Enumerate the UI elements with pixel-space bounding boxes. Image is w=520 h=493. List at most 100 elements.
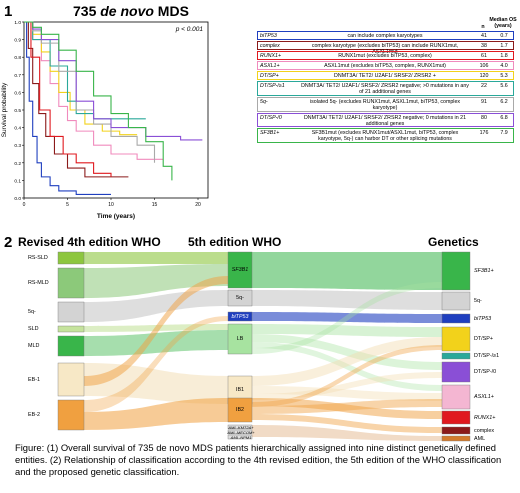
col-os-header: Median OS (years) [489,17,517,29]
p-value: p < 0.001 [175,26,204,33]
row-n: 22 [481,83,487,89]
y-tick-label: 0.9 [14,38,21,44]
km-curve [24,21,146,120]
table-row: DT/SP-/0 DNMT3A/ TET2/ U2AF1/ SRSF2/ ZRSR… [257,113,514,127]
row-description: DNMT3A/ TET2/ U2AF1/ SRSF2/ ZRSR2 negati… [301,83,469,95]
right-node [441,313,471,324]
y-axis-label: Survival probability [1,82,8,137]
y-tick-label: 0.6 [14,90,21,96]
y-tick-label: 0.4 [14,126,21,132]
panel-1-title: 735 de novo MDS [73,3,189,19]
right-node-label: SF3B1+ [474,268,494,274]
sankey-flow [252,324,442,337]
x-ticks: 0 5 10 15 20 [23,198,201,208]
y-tick-label: 1.0 [14,20,21,26]
row-description: ASXL1mut (excludes biTP53, complex, RUNX… [324,63,446,69]
row-median-os: 1.8 [500,53,508,59]
sankey-flow [84,316,228,412]
mid-node-label: SF3B1 [231,267,249,273]
sankey-nodes [57,251,471,442]
km-curve [24,21,111,196]
mid-node-label: biTP53 [231,313,249,320]
title-end: MDS [153,3,189,19]
entity-table: n Median OS (years) biTP53 can include co… [257,17,517,167]
left-node [57,335,85,357]
km-curve [24,21,112,177]
table-row: 5q-isolated 5q- (excludes RUNX1mut, ASXL… [257,97,514,112]
row-description: can include complex karyotypes [347,33,423,39]
col-n-header: n [481,24,485,30]
y-tick-label: 0.7 [14,73,21,79]
row-median-os: 4.0 [500,63,508,69]
y-ticks: 1.0 0.9 0.8 0.7 0.6 0.5 0.4 0.3 0.2 0.1 0.0 [14,20,24,202]
row-median-os: 5.6 [500,83,508,89]
mid-node [227,397,253,423]
survival-chart: 1.0 0.9 0.8 0.7 0.6 0.5 0.4 0.3 0.2 0.1 0.0 0 5 10 15… [1,20,209,220]
row-label: biTP53 [260,33,277,39]
table-row: complex complex karyotype (excludes biTP5… [257,41,514,55]
y-tick-label: 0.0 [14,196,21,202]
right-node-label: 5q- [474,298,482,304]
plot-frame [23,21,209,199]
mid-node-label: IB2 [235,407,245,413]
row-description: DNMT3A/ TET2/ U2AF1/ SRSF2/ ZRSR2 negati… [303,115,467,127]
x-tick-label: 0 [23,202,26,208]
sankey-flow [252,334,442,370]
sankey-flow [252,337,442,386]
y-tick-label: 0.3 [14,143,21,149]
col2-title: 5th edition WHO [188,235,282,249]
km-curve [24,21,138,136]
left-node [57,399,85,431]
row-median-os: 0.7 [500,33,508,39]
mid-node [227,323,253,355]
row-median-os: 6.2 [500,99,508,105]
row-n: 38 [481,43,487,49]
left-node-label: SLD [28,326,39,332]
mid-node [227,311,253,322]
right-node-label: RUNX1+ [474,414,496,421]
left-node [57,301,85,323]
left-node [57,267,85,299]
sankey-flow [252,414,442,433]
y-tick-label: 0.2 [14,161,21,167]
row-label: DT/SP-/0 [260,115,282,121]
sankey-flow [252,372,442,400]
left-node [57,325,85,333]
table-row: ASXL1+ ASXL1mut (excludes biTP53, complex… [257,61,514,70]
mid-node-label: LB [236,336,244,342]
row-n: 176 [479,130,489,136]
col1-title: Revised 4th edition WHO [18,235,161,249]
table-row: RUNX1+ RUNX1mut (excludes biTP53, complex… [257,51,514,60]
row-label: ASXL1+ [260,63,280,69]
row-n: 106 [479,63,489,69]
row-label: SF3B1+ [260,130,280,136]
x-tick-label: 15 [152,202,158,208]
mid-node-label: AML-KMT2A+ [228,425,254,430]
right-node [441,426,471,435]
sankey-flow [84,330,228,356]
sankey-flow [84,398,228,430]
x-tick-label: 10 [108,202,114,208]
table-row: DT/SP-/≥1 DNMT3A/ TET2/ U2AF1/ SRSF2/ ZRS… [257,81,514,96]
right-node [441,352,471,360]
table-row: SF3B1+ SF3B1mut (excludes RUNX1mut/ASXL1m… [257,128,514,143]
row-description: RUNX1mut (excludes biTP53, complex) [338,53,432,59]
row-n: 91 [481,99,487,105]
left-node [57,362,85,397]
sankey-flows [84,252,442,441]
right-node [441,361,471,383]
mid-node [227,434,253,440]
row-label: complex [260,43,280,49]
sankey-flow [252,282,442,354]
panel-2-number: 2 [4,234,13,251]
row-description: isolated 5q- (excludes RUNX1mut, ASXL1mu… [309,99,461,111]
row-median-os: 5.3 [500,73,508,79]
right-node [441,410,471,425]
right-node [441,291,471,311]
row-description: SF3B1mut (excludes RUNX1mut/ASXL1mut, bi… [311,130,459,142]
km-curves [24,21,203,196]
left-node-label: RS-MLD [28,280,49,286]
sankey-flow [252,290,442,310]
left-node-label: MLD [28,343,40,349]
right-node-label: complex [474,427,495,434]
